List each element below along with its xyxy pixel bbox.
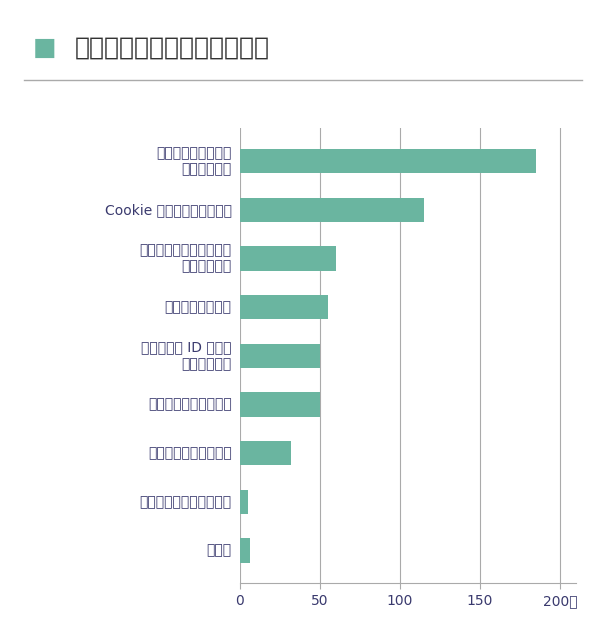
Bar bbox=[240, 295, 328, 319]
Text: セッション管理に関する問題: セッション管理に関する問題 bbox=[75, 36, 270, 60]
Bar bbox=[240, 392, 320, 417]
Bar bbox=[240, 344, 320, 368]
Bar bbox=[240, 490, 248, 514]
Bar bbox=[240, 538, 250, 563]
Bar bbox=[240, 149, 536, 173]
Bar bbox=[240, 441, 291, 465]
Bar bbox=[240, 246, 336, 271]
Bar bbox=[240, 197, 424, 222]
Text: ■: ■ bbox=[33, 36, 56, 60]
